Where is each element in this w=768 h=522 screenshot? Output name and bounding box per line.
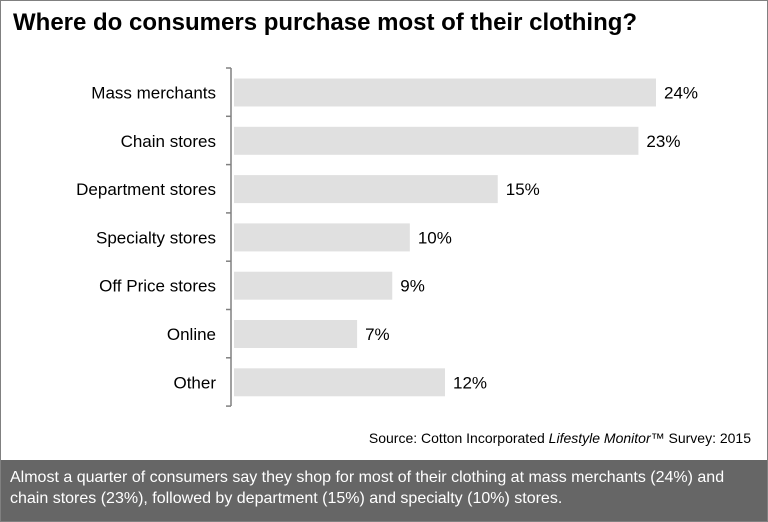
- category-label: Other: [173, 373, 216, 392]
- chart-title: Where do consumers purchase most of thei…: [13, 9, 638, 36]
- category-label: Department stores: [76, 180, 216, 199]
- bar: [234, 78, 656, 107]
- source-note: Source: Cotton Incorporated Lifestyle Mo…: [369, 430, 751, 446]
- data-label: 12%: [453, 373, 487, 392]
- data-label: 24%: [664, 84, 698, 103]
- bar: [234, 223, 410, 252]
- bar: [234, 368, 445, 397]
- source-suffix: ™ Survey: 2015: [650, 430, 751, 446]
- data-label: 9%: [400, 277, 425, 296]
- summary-text: Almost a quarter of consumers say they s…: [10, 469, 725, 507]
- bar: [234, 175, 498, 204]
- category-label: Mass merchants: [91, 84, 216, 103]
- data-label: 15%: [506, 180, 540, 199]
- bar: [234, 320, 358, 348]
- category-label: Specialty stores: [96, 228, 216, 247]
- data-label: 7%: [365, 325, 390, 344]
- category-label: Chain stores: [121, 132, 216, 151]
- category-label: Off Price stores: [99, 277, 216, 296]
- bar: [234, 271, 393, 300]
- summary-footer: Almost a quarter of consumers say they s…: [1, 460, 767, 521]
- bar-chart: Mass merchants 24% Chain stores 23% Departme…: [76, 67, 698, 407]
- source-publication: Lifestyle Monitor: [548, 430, 651, 446]
- source-prefix: Source: Cotton Incorporated: [368, 430, 549, 446]
- data-label: 23%: [646, 132, 680, 151]
- category-label: Online: [167, 325, 216, 344]
- data-label: 10%: [418, 228, 452, 247]
- bar: [234, 126, 639, 155]
